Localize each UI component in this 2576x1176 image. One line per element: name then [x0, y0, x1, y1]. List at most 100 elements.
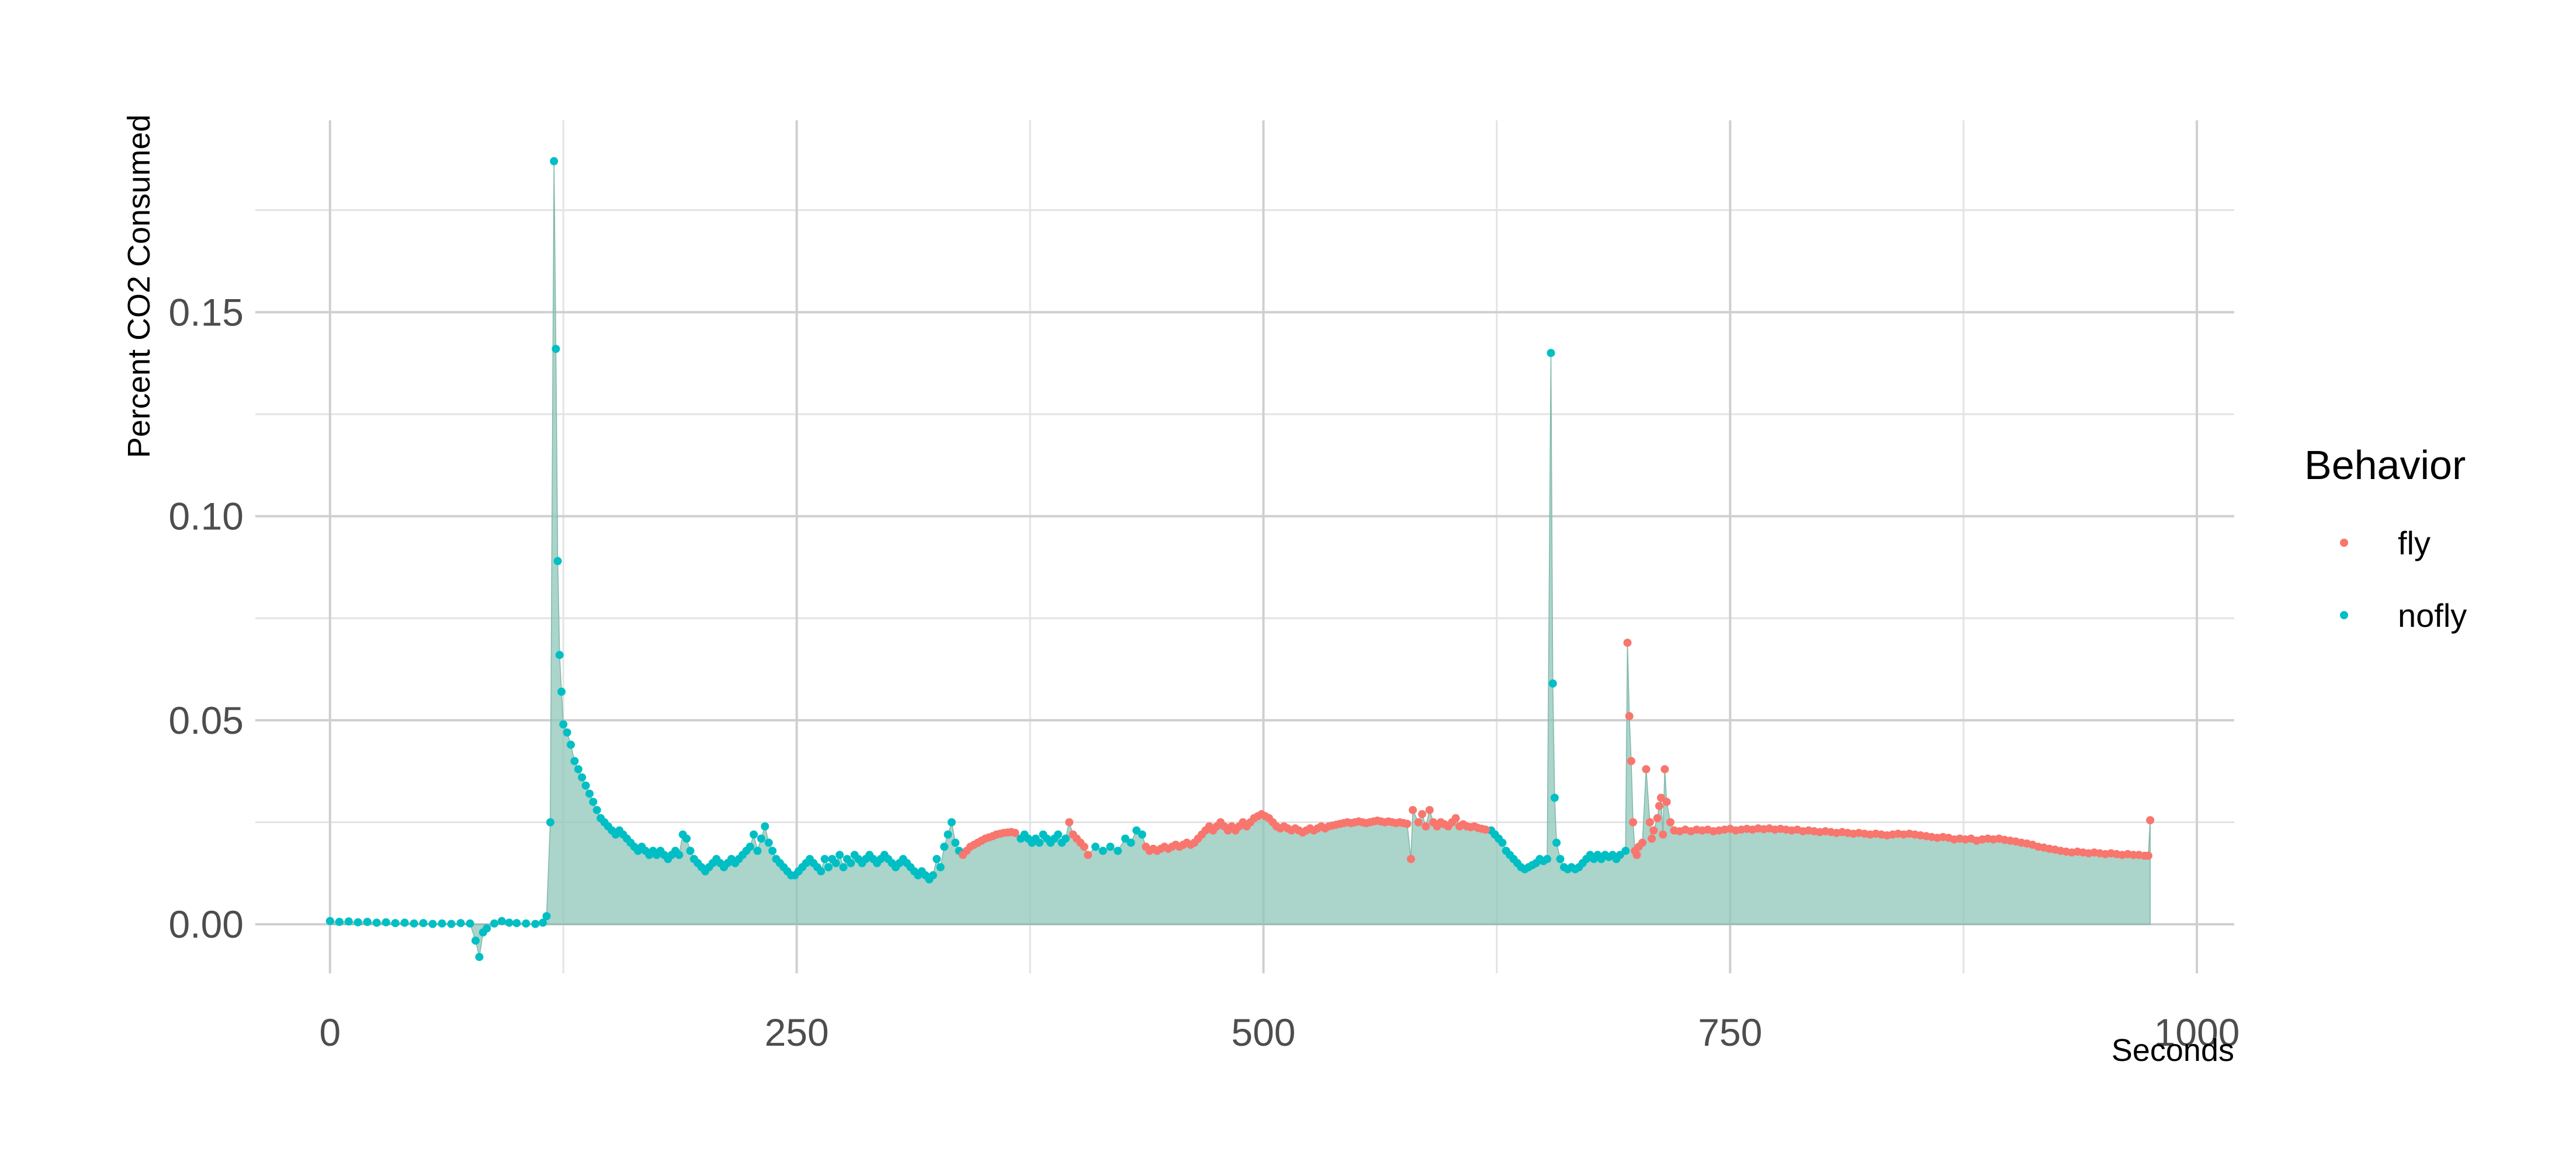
point-nofly — [936, 863, 945, 872]
point-nofly — [539, 918, 547, 927]
point-fly — [1414, 818, 1423, 827]
point-fly — [1065, 818, 1074, 827]
y-axis-title: Percent CO2 Consumed — [122, 115, 157, 458]
point-nofly — [944, 830, 952, 839]
point-fly — [1425, 806, 1434, 814]
point-nofly — [546, 818, 554, 827]
point-fly — [1655, 802, 1663, 810]
point-nofly — [753, 847, 762, 855]
y-tick-label: 0.00 — [169, 903, 244, 946]
point-fly — [1649, 826, 1658, 835]
point-nofly — [1114, 847, 1122, 855]
point-nofly — [768, 847, 777, 855]
point-nofly — [353, 918, 362, 927]
point-nofly — [471, 936, 480, 945]
point-nofly — [555, 651, 564, 660]
point-fly — [1418, 810, 1427, 818]
point-nofly — [839, 863, 848, 872]
y-tick-labels: 0.00 0.05 0.10 0.15 — [169, 290, 244, 946]
point-nofly — [570, 757, 579, 765]
point-fly — [1406, 855, 1415, 863]
x-tick-label: 750 — [1698, 1011, 1762, 1054]
point-fly — [1666, 818, 1674, 827]
point-nofly — [1098, 847, 1107, 855]
point-fly — [1648, 834, 1656, 843]
point-nofly — [1091, 842, 1100, 851]
x-tick-label: 0 — [319, 1011, 341, 1054]
x-tick-labels: 0 250 500 750 1000 — [319, 1011, 2239, 1054]
point-fly — [1422, 822, 1430, 831]
point-fly — [1660, 765, 1669, 773]
point-nofly — [1106, 842, 1115, 851]
point-nofly — [567, 740, 575, 749]
point-nofly — [1121, 834, 1129, 843]
point-fly — [1645, 818, 1654, 827]
legend-label-nofly: nofly — [2398, 597, 2467, 634]
point-nofly — [325, 917, 334, 925]
y-tick-label: 0.15 — [169, 290, 244, 334]
point-nofly — [553, 557, 562, 566]
point-nofly — [764, 838, 773, 847]
point-fly — [1403, 820, 1412, 828]
point-nofly — [1550, 793, 1559, 802]
point-nofly — [475, 953, 484, 962]
point-nofly — [505, 918, 514, 927]
point-nofly — [574, 765, 583, 773]
point-nofly — [344, 917, 353, 926]
point-nofly — [563, 728, 571, 737]
point-nofly — [824, 863, 833, 872]
point-fly — [1642, 765, 1651, 773]
point-nofly — [1498, 838, 1507, 847]
point-fly — [1659, 830, 1667, 839]
point-nofly — [391, 919, 400, 928]
point-nofly — [363, 918, 372, 926]
point-nofly — [456, 919, 465, 928]
point-nofly — [1543, 855, 1552, 863]
legend-title: Behavior — [2304, 442, 2466, 488]
point-nofly — [589, 797, 598, 806]
legend-key-nofly — [2340, 611, 2348, 619]
x-tick-label: 250 — [765, 1011, 829, 1054]
point-nofly — [410, 919, 418, 928]
point-nofly — [757, 834, 765, 843]
point-nofly — [1054, 830, 1062, 839]
point-fly — [1409, 806, 1417, 814]
point-nofly — [585, 789, 594, 798]
point-nofly — [831, 859, 840, 868]
point-nofly — [552, 345, 560, 353]
point-nofly — [928, 871, 937, 880]
point-nofly — [932, 855, 941, 863]
point-fly — [1011, 828, 1020, 837]
point-nofly — [550, 157, 559, 165]
point-fly — [1451, 814, 1460, 823]
point-fly — [1632, 851, 1641, 859]
point-nofly — [817, 867, 826, 876]
point-nofly — [581, 781, 590, 790]
point-fly — [1481, 825, 1490, 834]
point-nofly — [559, 720, 568, 729]
point-nofly — [951, 838, 960, 847]
point-nofly — [1552, 838, 1561, 847]
point-nofly — [592, 806, 601, 814]
point-fly — [2144, 851, 2152, 860]
point-fly — [1629, 818, 1638, 827]
y-tick-label: 0.05 — [169, 699, 244, 742]
x-tick-label: 1000 — [2154, 1011, 2240, 1054]
point-fly — [1623, 639, 1632, 647]
point-nofly — [1547, 349, 1555, 358]
point-nofly — [1061, 834, 1070, 843]
point-nofly — [761, 822, 769, 831]
point-nofly — [746, 842, 754, 851]
y-tick-label: 0.10 — [169, 495, 244, 538]
point-nofly — [1138, 830, 1146, 839]
point-nofly — [335, 918, 344, 926]
point-nofly — [947, 818, 956, 827]
legend: Behavior fly nofly — [2304, 442, 2467, 634]
point-nofly — [1035, 838, 1043, 847]
point-fly — [1627, 757, 1635, 765]
legend-key-fly — [2340, 539, 2348, 547]
point-nofly — [940, 842, 949, 851]
point-fly — [1080, 842, 1088, 851]
point-nofly — [512, 919, 521, 928]
